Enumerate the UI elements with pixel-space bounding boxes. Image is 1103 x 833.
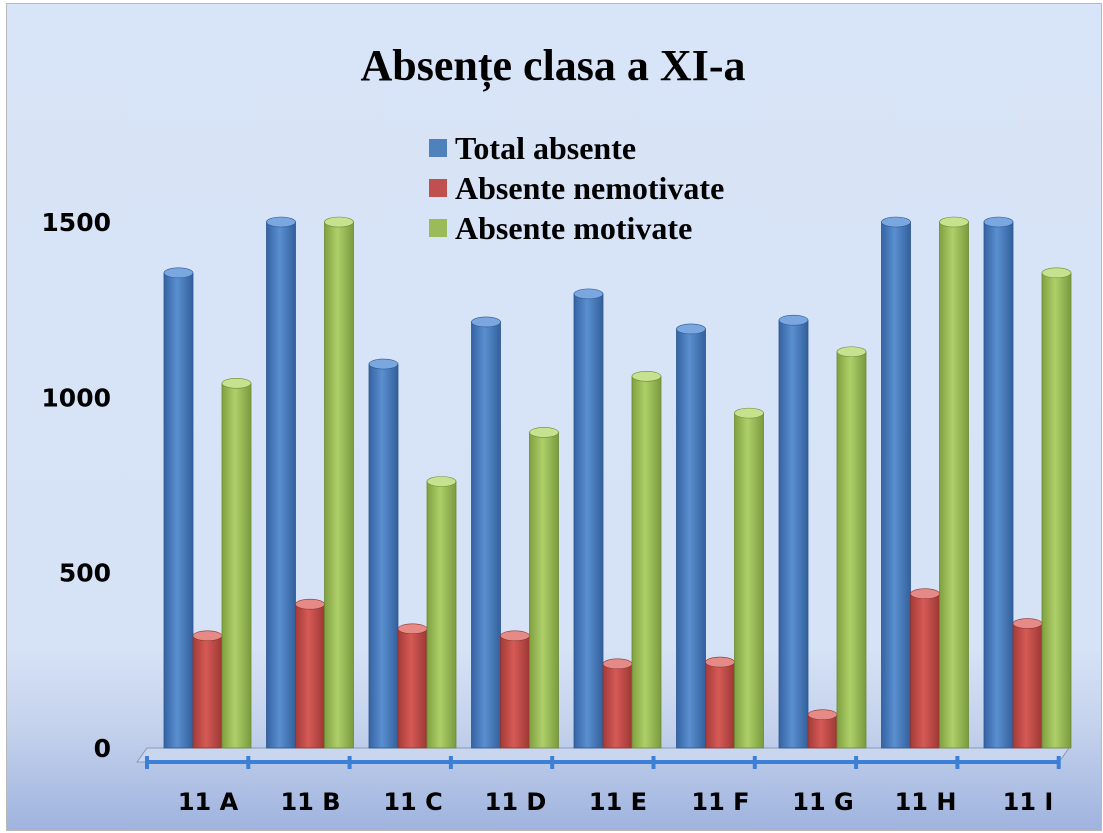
bar-cap-total-absente-11-e [574, 289, 603, 299]
bar-cap-absente-motivate-11-b [325, 217, 354, 227]
y-tick-label-1500: 1500 [41, 208, 111, 237]
x-tick-label-11-i: 11 I [1003, 788, 1054, 816]
bar-cap-total-absente-11-h [882, 217, 911, 227]
bar-cap-absente-motivate-11-g [837, 347, 866, 357]
bar-absente-motivate-11-e [632, 376, 661, 748]
bar-total-absente-11-f [677, 329, 706, 748]
legend-swatch-absente-nemotivate [429, 179, 447, 197]
floor-plane [137, 748, 1069, 762]
x-tick-label-11-e: 11 E [589, 788, 647, 816]
bar-absente-motivate-11-c [427, 481, 456, 748]
chart-svg: Absențe clasa a XI-a Total absente Absent… [7, 4, 1102, 831]
bar-cap-total-absente-11-b [267, 217, 296, 227]
bar-group-11-b [267, 217, 354, 748]
bar-cap-absente-nemotivate-11-g [808, 710, 837, 720]
bar-total-absente-11-g [779, 320, 808, 748]
bar-cap-absente-nemotivate-11-f [706, 657, 735, 667]
bar-cap-total-absente-11-d [472, 317, 501, 327]
bar-group-11-c [369, 359, 456, 748]
legend-swatch-total-absente [429, 139, 447, 157]
bar-total-absente-11-b [267, 222, 296, 748]
x-tick-label-11-g: 11 G [792, 788, 853, 816]
bar-total-absente-11-c [369, 364, 398, 748]
bar-absente-nemotivate-11-d [501, 636, 530, 748]
x-tick-label-11-c: 11 C [383, 788, 442, 816]
bar-group-11-a [164, 268, 251, 748]
bar-group-11-i [984, 217, 1071, 748]
bar-absente-nemotivate-11-c [398, 629, 427, 748]
bar-absente-nemotivate-11-f [706, 662, 735, 748]
x-axis: 11 A 11 B 11 C 11 D 11 E 11 F 11 G 11 H 11 I [147, 756, 1059, 816]
bar-total-absente-11-h [882, 222, 911, 748]
bar-cap-total-absente-11-c [369, 359, 398, 369]
y-tick-label-0: 0 [94, 734, 111, 763]
bar-absente-motivate-11-a [222, 383, 251, 748]
chart-legend: Total absente Absente nemotivate Absente m… [429, 130, 724, 246]
bar-group-11-h [882, 217, 969, 748]
chart-frame: Absențe clasa a XI-a Total absente Absent… [6, 3, 1102, 831]
bar-absente-motivate-11-i [1042, 273, 1071, 748]
bar-absente-motivate-11-d [530, 432, 559, 748]
x-tick-label-11-h: 11 H [895, 788, 957, 816]
bar-total-absente-11-a [164, 273, 193, 748]
bar-total-absente-11-i [984, 222, 1013, 748]
bar-group-11-d [472, 317, 559, 748]
legend-label-total-absente: Total absente [455, 130, 636, 166]
chart-title: Absențe clasa a XI-a [361, 41, 746, 91]
bar-cap-total-absente-11-a [164, 268, 193, 278]
bar-cap-absente-nemotivate-11-d [501, 631, 530, 641]
bar-cap-absente-nemotivate-11-e [603, 659, 632, 669]
bar-absente-nemotivate-11-h [911, 594, 940, 748]
bar-absente-motivate-11-f [735, 413, 764, 748]
bar-absente-nemotivate-11-a [193, 636, 222, 748]
bar-cap-absente-motivate-11-a [222, 378, 251, 388]
bar-absente-nemotivate-11-e [603, 664, 632, 748]
legend-swatch-absente-motivate [429, 219, 447, 237]
x-tick-label-11-a: 11 A [178, 788, 239, 816]
bar-cap-absente-motivate-11-h [940, 217, 969, 227]
chart-floor [137, 748, 1069, 762]
bar-total-absente-11-e [574, 294, 603, 748]
bar-cap-absente-nemotivate-11-a [193, 631, 222, 641]
bar-cap-total-absente-11-g [779, 315, 808, 325]
bar-cap-total-absente-11-f [677, 324, 706, 334]
y-axis: 0 500 1000 1500 [41, 208, 111, 763]
y-tick-label-1000: 1000 [41, 383, 111, 412]
x-tick-label-11-d: 11 D [485, 788, 547, 816]
bar-absente-motivate-11-g [837, 352, 866, 748]
bar-cap-absente-motivate-11-f [735, 408, 764, 418]
bar-absente-motivate-11-h [940, 222, 969, 748]
bar-group-11-e [574, 289, 661, 748]
bar-absente-nemotivate-11-i [1013, 624, 1042, 748]
bar-absente-motivate-11-b [325, 222, 354, 748]
bar-absente-nemotivate-11-b [296, 604, 325, 748]
bar-cap-absente-nemotivate-11-h [911, 589, 940, 599]
bar-cap-absente-nemotivate-11-c [398, 624, 427, 634]
bar-cap-absente-motivate-11-i [1042, 268, 1071, 278]
x-tick-label-11-f: 11 F [691, 788, 749, 816]
y-tick-label-500: 500 [59, 559, 111, 588]
bar-cap-absente-nemotivate-11-i [1013, 619, 1042, 629]
bar-cap-absente-motivate-11-d [530, 427, 559, 437]
bar-cap-total-absente-11-i [984, 217, 1013, 227]
bar-total-absente-11-d [472, 322, 501, 748]
x-tick-label-11-b: 11 B [280, 788, 340, 816]
bar-cap-absente-nemotivate-11-b [296, 599, 325, 609]
bar-group-11-f [677, 324, 764, 748]
legend-label-absente-motivate: Absente motivate [455, 210, 692, 246]
legend-label-absente-nemotivate: Absente nemotivate [455, 170, 724, 206]
bars-layer [164, 217, 1071, 748]
bar-group-11-g [779, 315, 866, 748]
bar-cap-absente-motivate-11-c [427, 476, 456, 486]
bar-cap-absente-motivate-11-e [632, 371, 661, 381]
